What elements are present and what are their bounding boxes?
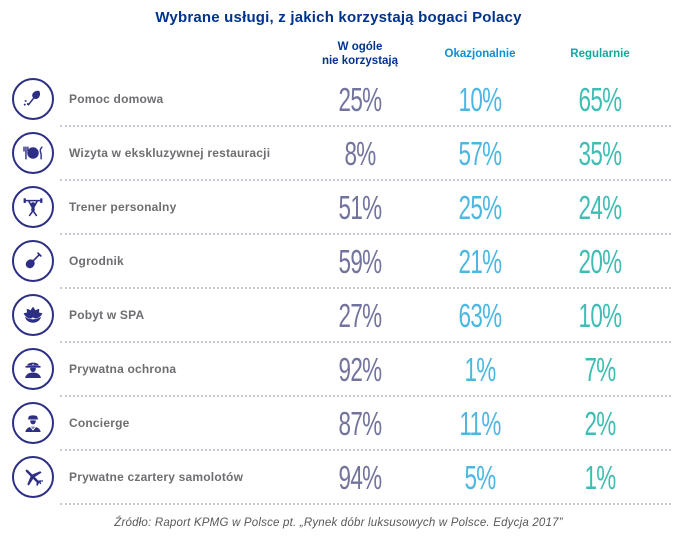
value-occasionally: 10% <box>458 80 503 118</box>
value-never: 87% <box>338 404 383 442</box>
column-header-never: W ogóle nie korzystają <box>321 40 399 67</box>
service-label: Pobyt w SPA <box>69 308 145 322</box>
value-regularly: 2% <box>584 404 616 442</box>
restaurant-icon <box>12 132 54 174</box>
service-cell: Concierge <box>0 402 300 444</box>
table-row: Pomoc domowa 25% 10% 65% <box>0 73 677 125</box>
service-label: Prywatna ochrona <box>69 362 177 376</box>
table-row: Wizyta w ekskluzywnej restauracji 8% 57%… <box>0 127 677 179</box>
service-cell: Prywatna ochrona <box>0 348 300 390</box>
value-occasionally: 25% <box>458 188 503 226</box>
concierge-icon <box>12 402 54 444</box>
service-cell: Prywatne czartery samolotów <box>0 456 300 498</box>
row-separator <box>60 287 671 289</box>
value-occasionally: 63% <box>458 296 503 334</box>
airplane-icon <box>12 456 54 498</box>
duster-icon <box>12 78 54 120</box>
row-separator <box>60 449 671 451</box>
table-row: Ogrodnik 59% 21% 20% <box>0 235 677 287</box>
column-header-occasionally: Okazjonalnie <box>444 47 516 60</box>
source-note: Źródło: Raport KPMG w Polsce pt. „Rynek … <box>114 517 563 529</box>
value-never: 94% <box>338 458 383 496</box>
value-occasionally: 5% <box>464 458 496 496</box>
value-occasionally: 11% <box>459 404 501 442</box>
table-row: Prywatne czartery samolotów 94% 5% 1% <box>0 451 677 503</box>
service-label: Wizyta w ekskluzywnej restauracji <box>69 146 271 160</box>
page-title: Wybrane usługi, z jakich korzystają boga… <box>155 9 522 26</box>
column-headers: W ogóle nie korzystają Okazjonalnie Regu… <box>0 38 677 70</box>
row-separator <box>60 341 671 343</box>
value-regularly: 65% <box>578 80 623 118</box>
service-cell: Pomoc domowa <box>0 78 300 120</box>
table-row: Concierge 87% 11% 2% <box>0 397 677 449</box>
value-never: 59% <box>338 242 383 280</box>
service-label: Ogrodnik <box>69 254 124 268</box>
service-cell: Pobyt w SPA <box>0 294 300 336</box>
row-separator <box>60 125 671 127</box>
value-occasionally: 57% <box>458 134 503 172</box>
value-regularly: 10% <box>578 296 623 334</box>
table-row: Prywatna ochrona 92% 1% 7% <box>0 343 677 395</box>
value-regularly: 7% <box>584 350 616 388</box>
value-regularly: 24% <box>578 188 623 226</box>
table-row: Pobyt w SPA 27% 63% 10% <box>0 289 677 341</box>
row-separator <box>60 233 671 235</box>
trainer-icon <box>12 186 54 228</box>
services-table: Pomoc domowa 25% 10% 65% Wizyta w eksklu… <box>0 73 677 505</box>
value-regularly: 1% <box>584 458 616 496</box>
service-label: Pomoc domowa <box>69 92 164 106</box>
shovel-icon <box>12 240 54 282</box>
value-occasionally: 1% <box>464 350 496 388</box>
service-label: Concierge <box>69 416 130 430</box>
service-label: Prywatne czartery samolotów <box>69 470 244 484</box>
column-header-regularly: Regularnie <box>570 47 630 60</box>
service-cell: Trener personalny <box>0 186 300 228</box>
value-regularly: 20% <box>578 242 623 280</box>
value-occasionally: 21% <box>458 242 503 280</box>
value-never: 8% <box>344 134 376 172</box>
service-cell: Ogrodnik <box>0 240 300 282</box>
value-never: 51% <box>338 188 383 226</box>
guard-icon <box>12 348 54 390</box>
value-regularly: 35% <box>578 134 623 172</box>
row-separator <box>60 395 671 397</box>
value-never: 27% <box>338 296 383 334</box>
row-separator <box>60 179 671 181</box>
table-row: Trener personalny 51% 25% 24% <box>0 181 677 233</box>
lotus-icon <box>12 294 54 336</box>
service-label: Trener personalny <box>69 200 177 214</box>
service-cell: Wizyta w ekskluzywnej restauracji <box>0 132 300 174</box>
value-never: 25% <box>338 80 383 118</box>
row-separator <box>60 503 671 505</box>
value-never: 92% <box>338 350 383 388</box>
